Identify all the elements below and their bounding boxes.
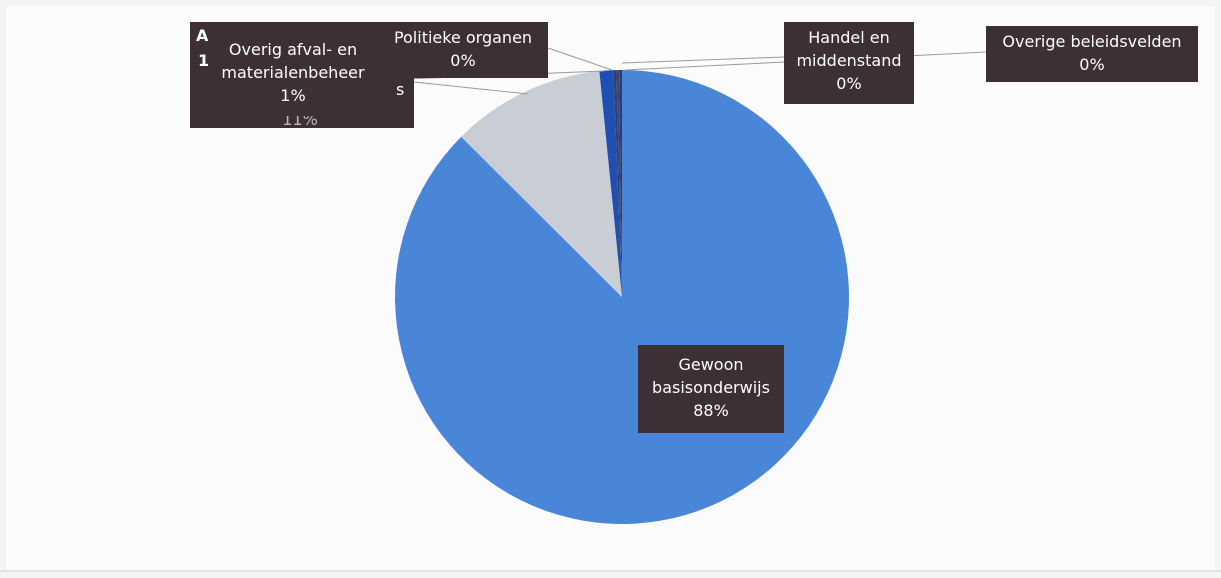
pie-slice-overige-beleidsvelden xyxy=(619,70,622,297)
politieke-line1: Politieke organen xyxy=(393,28,533,47)
politieke-percent: 0% xyxy=(450,51,476,70)
afval-fragment-1: 1 xyxy=(198,51,210,70)
overig-afval-line2: materialenbeheer xyxy=(221,63,365,82)
data-label-overige-beleidsvelden: Overige beleidsvelden 0% xyxy=(986,26,1198,82)
gewoon-percent: 88% xyxy=(693,401,729,420)
overige-line1: Overige beleidsvelden xyxy=(1002,32,1182,51)
leader-line-politieke xyxy=(547,47,613,71)
pie-slice-overig-afval-en-materialenbeheer xyxy=(599,70,622,298)
handel-line2: middenstand xyxy=(796,51,902,70)
overige-percent: 0% xyxy=(1079,55,1105,74)
leader-line-handel xyxy=(621,56,785,64)
pie-slice-handel-en-middenstand xyxy=(616,70,622,298)
overig-afval-percent: 1% xyxy=(280,86,306,105)
gewoon-line2: basisonderwijs xyxy=(652,378,770,397)
pie-slice-politieke-organen xyxy=(613,70,622,298)
handel-percent: 0% xyxy=(836,74,862,93)
leader-line-afval xyxy=(413,81,529,95)
gewoon-line1: Gewoon xyxy=(678,355,744,374)
afval-fragment-a: A xyxy=(196,26,209,45)
data-label-gewoon-basisonderwijs: Gewoon basisonderwijs 88% xyxy=(638,345,784,433)
handel-line1: Handel en xyxy=(808,28,890,47)
data-label-politieke-organen: Politieke organen 0% xyxy=(378,22,548,78)
pie-slice-afval xyxy=(461,71,622,297)
bottom-border xyxy=(0,570,1221,572)
data-label-overig-afval: Overig afval- en materialenbeheer 1% xyxy=(208,34,378,116)
overig-afval-line1: Overig afval- en xyxy=(228,40,358,59)
afval-fragment-s: s xyxy=(396,80,405,99)
afval-percent: 11% xyxy=(282,114,318,126)
data-label-handel-en-middenstand: Handel en middenstand 0% xyxy=(784,22,914,104)
